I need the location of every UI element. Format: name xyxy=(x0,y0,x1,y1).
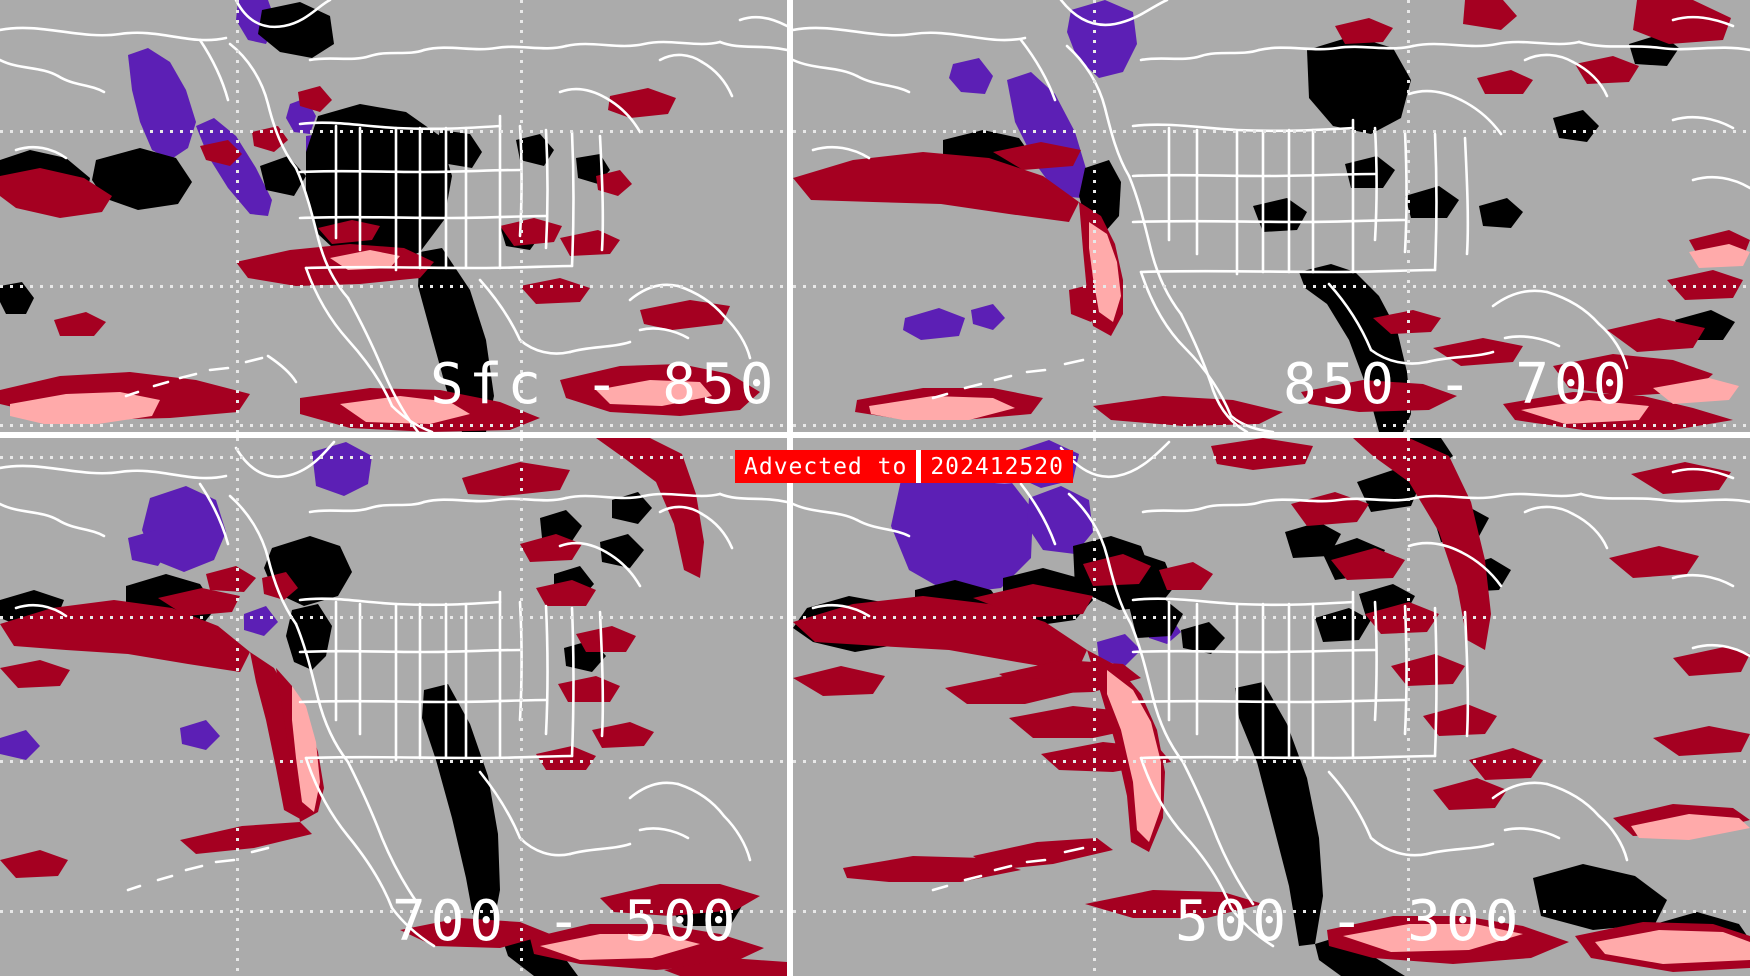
advected-timestamp: 202412520 xyxy=(921,450,1073,483)
advected-time-banner: Advected to 202412520 xyxy=(735,450,1073,483)
moisture-pink-layer xyxy=(869,222,1750,424)
panel-label-850-700: 850 - 700 xyxy=(1283,352,1632,417)
banner-separator xyxy=(916,450,922,483)
panel-850-700[interactable]: 850 - 700 xyxy=(793,0,1750,432)
moisture-pink-layer xyxy=(292,686,700,960)
panel-500-300[interactable]: 500 - 300 xyxy=(793,438,1750,976)
map-canvas-sfc-850 xyxy=(0,0,787,432)
map-canvas-700-500 xyxy=(0,438,787,976)
panel-sfc-850[interactable]: Sfc - 850 xyxy=(0,0,787,432)
panel-divider-horizontal xyxy=(0,432,1750,438)
moisture-darkred-layer xyxy=(793,438,1750,972)
moisture-pink-layer xyxy=(10,250,712,424)
moisture-purple-layer xyxy=(0,442,372,760)
moisture-pink-layer xyxy=(1107,670,1750,964)
panel-label-700-500: 700 - 500 xyxy=(392,889,741,954)
panel-divider-vertical xyxy=(787,0,793,976)
map-canvas-500-300 xyxy=(793,438,1750,976)
advected-to-label: Advected to xyxy=(735,450,917,483)
map-canvas-850-700 xyxy=(793,0,1750,432)
coastline-layer xyxy=(793,0,1750,432)
panel-label-sfc-850: Sfc - 850 xyxy=(430,352,779,417)
panel-700-500[interactable]: 700 - 500 xyxy=(0,438,787,976)
panel-label-500-300: 500 - 300 xyxy=(1175,889,1524,954)
